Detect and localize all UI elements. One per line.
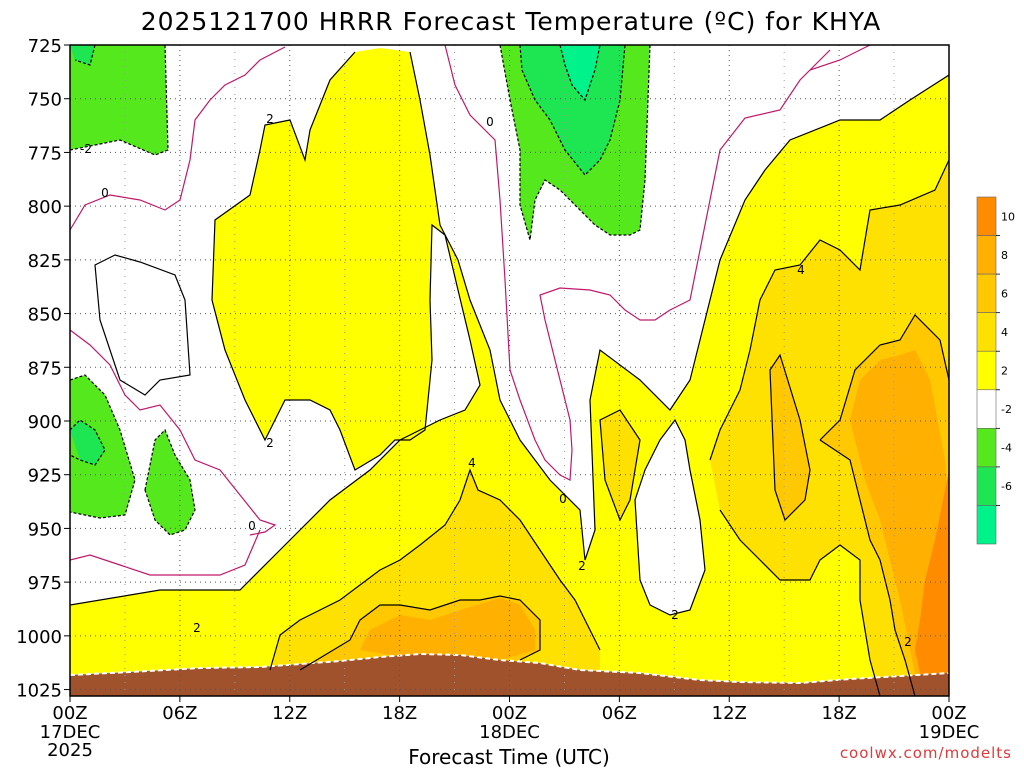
contour-6c: [299, 595, 541, 671]
y-tick-label: 775: [28, 143, 62, 164]
contour-labels: -2 0 2 2 0 4 0 2 2 2 4 2 0: [80, 112, 912, 649]
y-tick-label: 925: [28, 466, 62, 487]
colorbar-label: 8: [1001, 249, 1008, 262]
x-tick-date: 18DEC: [479, 722, 540, 743]
contour-label: 4: [468, 456, 476, 470]
colorbar-label: 10: [1001, 210, 1015, 223]
plot-area: -2 0 2 2 0 4 0 2 2 2 4 2 0: [70, 45, 949, 696]
chart-title: 2025121700 HRRR Forecast Temperature (ºC…: [141, 7, 882, 36]
x-tick-label: 00Z: [492, 703, 527, 724]
x-tick-label: 00Z: [931, 703, 966, 724]
colorbar-label: 2: [1001, 365, 1008, 378]
y-tick-label: 750: [28, 90, 62, 111]
contour-6c-b: [599, 353, 811, 522]
colorbar-swatch: [976, 273, 997, 313]
colorbar-swatch: [976, 350, 997, 391]
credit-text: coolwx.com/modelts: [840, 744, 1012, 762]
contour-0c-e: [809, 49, 831, 71]
y-tick-label: 800: [28, 197, 62, 218]
contour-label: 0: [559, 492, 567, 506]
contour-6c-c: [819, 314, 949, 696]
contour-minus4c: [70, 45, 626, 466]
grid: [70, 45, 949, 696]
contour-minus2c-b: [70, 374, 196, 536]
colorbar-label: -6: [1001, 480, 1012, 493]
x-axis-label: Forecast Time (UTC): [408, 745, 610, 768]
contour-label: 2: [671, 608, 679, 622]
band-minus-6-to-minus-8: [560, 45, 600, 100]
colorbar-label: 4: [1001, 326, 1008, 339]
y-tick-label: 1025: [16, 681, 62, 702]
y-tick-label: 975: [28, 573, 62, 594]
contour-label: 0: [101, 186, 109, 200]
colorbar-swatch: [976, 196, 997, 236]
x-tick-date: 19DEC: [919, 722, 980, 743]
colorbar-swatch: [976, 466, 997, 506]
contour-2c-d: [94, 254, 191, 396]
contour-label: 0: [486, 115, 494, 129]
contour-4c-b: [709, 159, 949, 461]
contour-minus2c-c: [499, 45, 651, 241]
x-tick-label: 12Z: [712, 703, 747, 724]
contour-0c-d: [444, 45, 871, 481]
contour-label: -2: [80, 142, 92, 156]
band-4-to-6: [270, 160, 949, 696]
contour-label: 2: [193, 621, 201, 635]
colorbar-swatch: [976, 505, 997, 545]
ground-top-edge: [70, 652, 949, 685]
contour-label: 4: [797, 263, 805, 277]
contour-minus2c: [70, 45, 169, 156]
x-tick-label: 06Z: [162, 703, 197, 724]
y-tick-label: 1000: [16, 627, 62, 648]
contour-2c-b: [409, 51, 949, 561]
contour-label: 0: [248, 519, 256, 533]
band-6-to-8: [300, 315, 949, 696]
contour-label: 2: [266, 436, 274, 450]
colorbar-swatch: [976, 428, 997, 468]
contour-0c: [70, 46, 286, 231]
y-tick-label: 850: [28, 305, 62, 326]
contour-2c-c: [634, 418, 706, 616]
y-tick-label: 950: [28, 519, 62, 540]
band-8-to-10: [360, 350, 949, 696]
y-tick-label: 900: [28, 412, 62, 433]
contour-2c: [70, 51, 481, 606]
y-tick-label: 875: [28, 358, 62, 379]
colorbar-label: -4: [1001, 442, 1012, 455]
x-tick-label: 18Z: [382, 703, 417, 724]
contour-0c-b: [70, 329, 277, 536]
x-tick-label: 12Z: [272, 703, 307, 724]
y-tick-label: 825: [28, 251, 62, 272]
gap-block: [635, 420, 705, 615]
x-tick-label: 18Z: [822, 703, 857, 724]
y-axis: 725 750 775 800 825 850 875 900 925 950 975 1000 102…: [16, 36, 70, 702]
contour-label: 2: [578, 559, 586, 573]
contour-lines: [70, 45, 949, 696]
x-tick-label: 06Z: [602, 703, 637, 724]
band-10-plus: [915, 470, 949, 696]
x-tick-label: 00Z: [52, 703, 87, 724]
contour-label: 2: [904, 635, 912, 649]
x-tick-date: 17DEC: [40, 722, 101, 743]
colorbar-label: -2: [1001, 403, 1012, 416]
x-tick-year: 2025: [47, 740, 93, 761]
contour-4c-c: [719, 509, 881, 696]
colorbar-swatch: [976, 235, 997, 275]
colorbar-label: 6: [1001, 287, 1008, 300]
contour-4c: [269, 468, 601, 671]
colorbar-swatch: [976, 389, 997, 429]
colorbar: 10 8 6 4 2 -2 -4 -6: [976, 196, 1015, 545]
contour-0c-c: [70, 529, 261, 576]
band-minus-4-to-minus-6: [70, 45, 625, 465]
contour-label: 2: [266, 112, 274, 126]
y-tick-label: 725: [28, 36, 62, 57]
colorbar-swatch: [976, 312, 997, 352]
